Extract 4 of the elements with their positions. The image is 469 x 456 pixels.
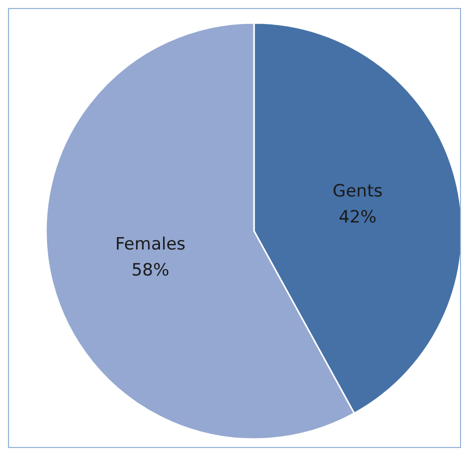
slice-label: Females: [115, 234, 186, 255]
data-label: 58%: [131, 260, 170, 281]
slice-label: Gents: [332, 181, 383, 202]
data-label: 42%: [338, 207, 377, 228]
